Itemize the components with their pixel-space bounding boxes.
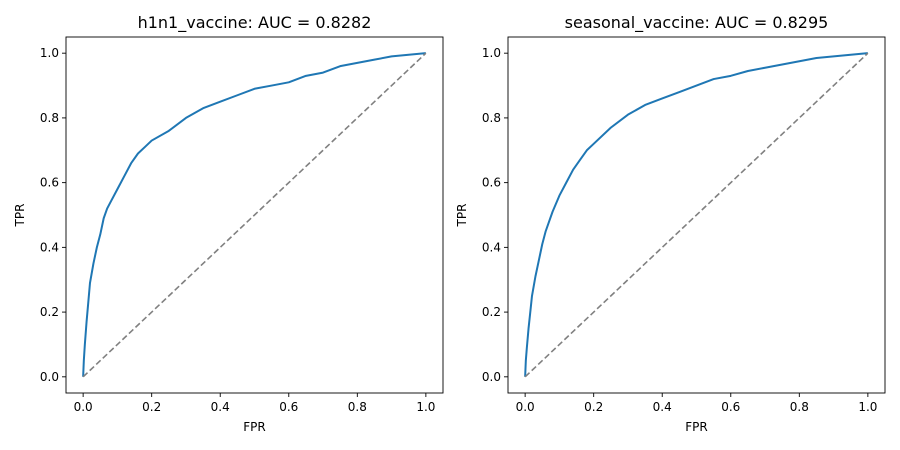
- y-axis-label: TPR: [455, 204, 469, 228]
- y-tick-label: 0.2: [482, 305, 501, 319]
- x-tick-label: 0.8: [790, 400, 809, 414]
- chance-diagonal-line: [524, 52, 869, 378]
- y-tick-label: 0.0: [482, 370, 501, 384]
- panels: 0.0 0.2 0.4 0.6 0.8 1.0 0.0 0.2 0.4 0.6 0.8 1.0 h1n1…: [13, 13, 886, 434]
- x-tick-label: 1.0: [858, 400, 877, 414]
- x-axis-label: FPR: [685, 420, 707, 434]
- chance-diagonal-line: [82, 52, 427, 378]
- chart-panel-2: 0.0 0.2 0.4 0.6 0.8 1.0 0.0 0.2 0.4 0.6 0.8 1.0 seas…: [455, 13, 886, 434]
- x-tick-label: 0.2: [142, 400, 161, 414]
- x-tick-label: 0.4: [653, 400, 672, 414]
- x-tick-label: 1.0: [416, 400, 435, 414]
- axes-frame: [65, 36, 444, 394]
- roc-curve-line: [82, 52, 426, 377]
- chart-panel-1: 0.0 0.2 0.4 0.6 0.8 1.0 0.0 0.2 0.4 0.6 0.8 1.0 h1n1…: [13, 13, 444, 434]
- y-tick-label: 0.0: [40, 370, 59, 384]
- axes-frame: [507, 36, 886, 394]
- x-axis-label: FPR: [243, 420, 265, 434]
- y-tick-label: 0.4: [482, 240, 501, 254]
- y-axis-label: TPR: [13, 204, 27, 228]
- y-tick-label: 0.8: [40, 111, 59, 125]
- chart-title: h1n1_vaccine: AUC = 0.8282: [138, 13, 372, 33]
- chart-title: seasonal_vaccine: AUC = 0.8295: [565, 13, 829, 33]
- x-tick-label: 0.0: [516, 400, 535, 414]
- roc-curve-line: [524, 52, 868, 377]
- y-tick-label: 0.2: [40, 305, 59, 319]
- y-tick-label: 0.6: [482, 176, 501, 190]
- x-tick-label: 0.0: [74, 400, 93, 414]
- y-tick-label: 0.8: [482, 111, 501, 125]
- y-tick-label: 1.0: [40, 46, 59, 60]
- x-tick-label: 0.2: [584, 400, 603, 414]
- y-tick-label: 0.6: [40, 176, 59, 190]
- x-tick-label: 0.6: [279, 400, 298, 414]
- x-tick-label: 0.4: [211, 400, 230, 414]
- x-tick-label: 0.6: [721, 400, 740, 414]
- y-tick-label: 0.4: [40, 240, 59, 254]
- x-tick-label: 0.8: [348, 400, 367, 414]
- y-tick-label: 1.0: [482, 46, 501, 60]
